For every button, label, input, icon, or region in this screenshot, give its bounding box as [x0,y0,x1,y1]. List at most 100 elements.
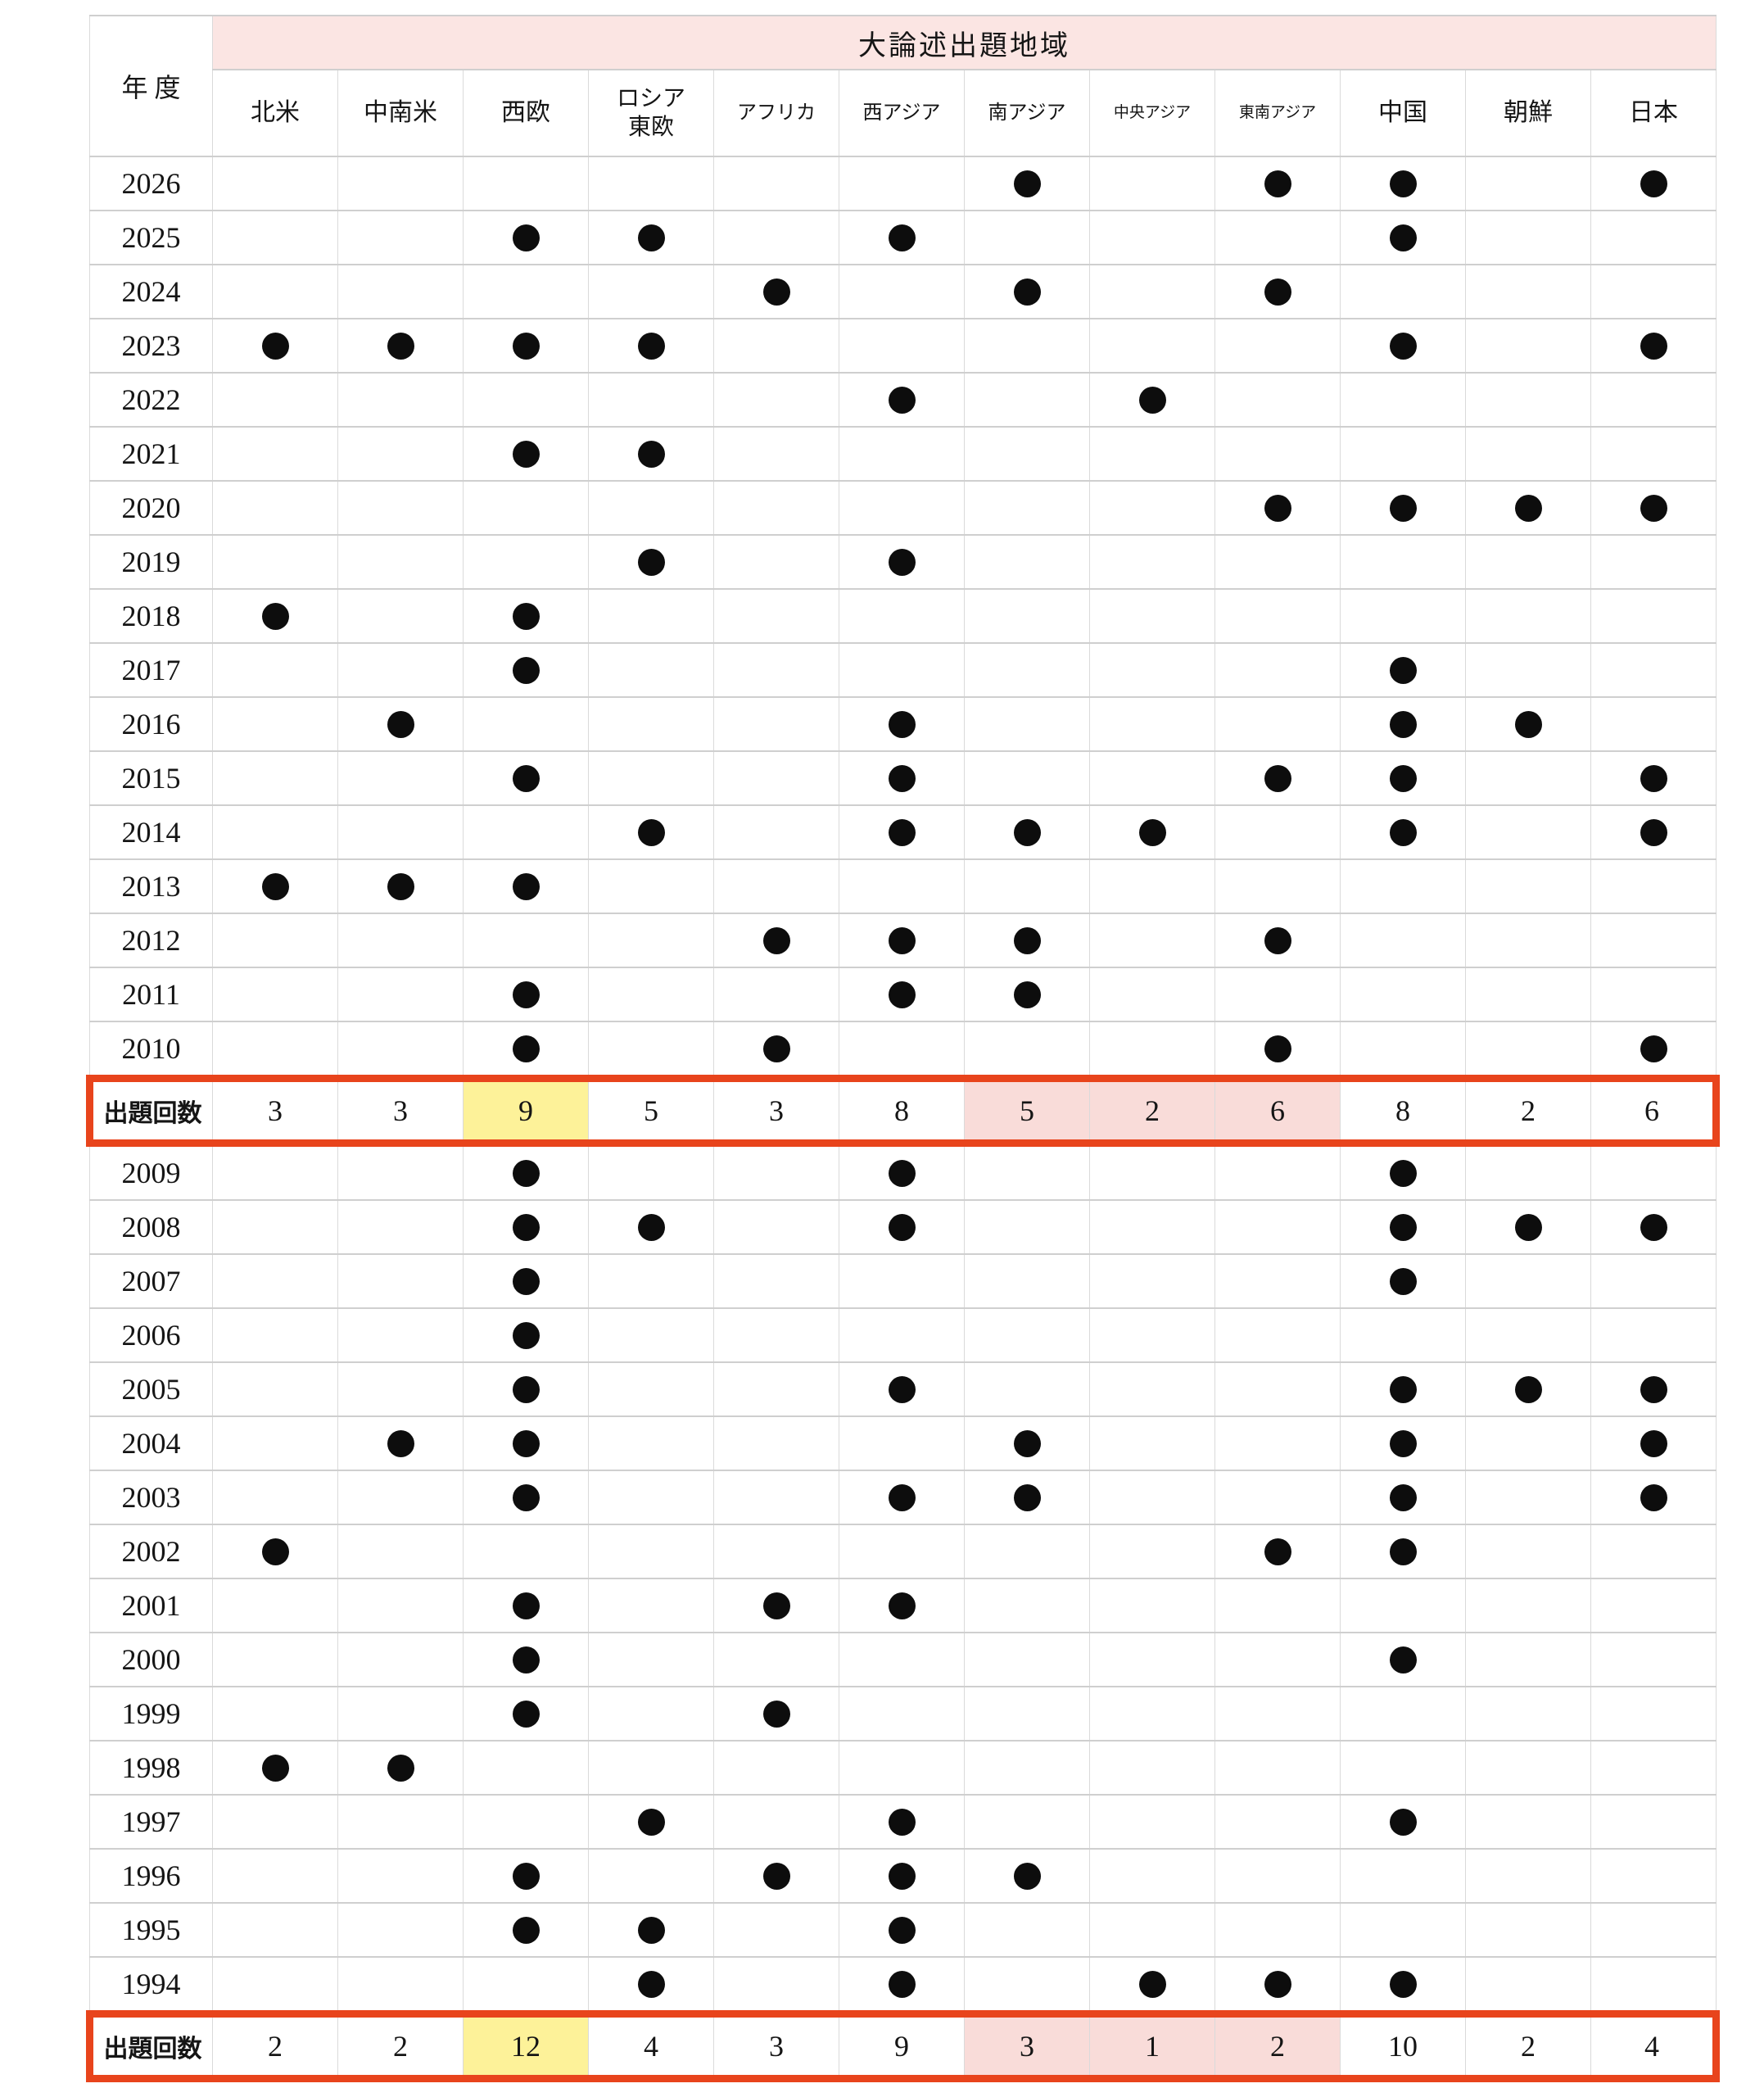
empty-cell [1590,1578,1717,1633]
summary-count: 9 [839,2010,965,2082]
dot-cell [1214,480,1341,536]
title-row: 年 度 大論述出題地域 [89,15,1717,157]
empty-cell [839,858,965,914]
dot-marker [1264,1970,1291,1998]
empty-cell [1089,1142,1215,1201]
year-label: 2000 [89,1632,213,1687]
summary-count: 8 [839,1075,965,1147]
dot-marker [762,1035,790,1062]
empty-cell [1214,1578,1341,1633]
exam-region-table: 年 度 大論述出題地域 北米 中南米 西欧 ロシア 東欧 アフリカ 西アジア 南アジア 中央アジ… [86,15,1720,2082]
dot-marker [1514,1213,1542,1241]
empty-cell [588,1142,714,1201]
dot-marker [1138,818,1166,846]
summary-count: 2 [1465,2010,1591,2082]
dot-cell [588,804,714,860]
dot-cell [964,156,1090,211]
dot-cell [463,1578,589,1633]
dot-marker [1640,1483,1667,1511]
dot-marker [1264,764,1291,792]
year-row: 2025 [89,210,1717,265]
summary-label: 出題回数 [86,1075,213,1147]
dot-marker [261,872,289,900]
empty-cell [1590,588,1717,644]
empty-cell [1465,156,1591,211]
empty-cell [1214,1142,1341,1201]
empty-cell [1214,1361,1341,1417]
dot-marker [888,1483,916,1511]
empty-cell [964,534,1090,590]
summary-count: 3 [713,1075,839,1147]
dot-marker [1013,1429,1041,1457]
empty-cell [212,1199,338,1255]
empty-cell [964,1956,1090,2015]
dot-marker [1514,494,1542,522]
empty-cell [1340,1740,1466,1796]
empty-cell [1214,1632,1341,1687]
dot-marker [888,1375,916,1403]
empty-cell [964,1740,1090,1796]
empty-cell [1590,1794,1717,1850]
empty-cell [337,1142,464,1201]
dot-cell [839,696,965,752]
dot-cell [588,210,714,265]
dot-cell [839,1361,965,1417]
dot-cell [839,372,965,428]
year-label: 2010 [89,1021,213,1080]
empty-cell [1465,1253,1591,1309]
dot-marker [637,332,665,360]
year-row: 1998 [89,1740,1717,1796]
dot-cell [713,1021,839,1080]
empty-cell [1089,156,1215,211]
year-row: 2016 [89,696,1717,752]
dot-cell [1214,750,1341,806]
empty-cell [212,480,338,536]
dot-marker [1138,1970,1166,1998]
year-row: 2026 [89,156,1717,211]
dot-marker [512,1267,540,1295]
empty-cell [1214,1794,1341,1850]
year-label: 2026 [89,156,213,211]
region-header: アフリカ [713,69,839,157]
dot-marker [1640,494,1667,522]
empty-cell [1089,642,1215,698]
empty-cell [1089,913,1215,968]
empty-cell [839,1253,965,1309]
dot-marker [888,1159,916,1187]
year-row: 2018 [89,588,1717,644]
empty-cell [1214,804,1341,860]
year-label: 2014 [89,804,213,860]
empty-cell [212,156,338,211]
empty-cell [337,750,464,806]
dot-cell [1340,1794,1466,1850]
empty-cell [1465,913,1591,968]
empty-cell [1465,588,1591,644]
dot-cell [964,1470,1090,1525]
year-row: 2012 [89,913,1717,968]
dot-marker [1013,926,1041,954]
dot-marker [512,1862,540,1890]
dot-marker [387,872,414,900]
empty-cell [1214,318,1341,374]
year-row: 2023 [89,318,1717,374]
empty-cell [713,1142,839,1201]
empty-cell [1214,1848,1341,1904]
empty-cell [588,1848,714,1904]
dot-marker [387,1754,414,1782]
dot-marker [512,1213,540,1241]
empty-cell [588,642,714,698]
empty-cell [337,1021,464,1080]
dot-marker [888,1862,916,1890]
summary-count: 6 [1590,1075,1720,1147]
empty-cell [337,264,464,319]
empty-cell [212,1578,338,1633]
empty-cell [588,1578,714,1633]
empty-cell [212,750,338,806]
empty-cell [1214,1415,1341,1471]
table-body: 2026 2025 2024 2023 2022 2021 2020 2019 2018 2017… [86,156,1720,2082]
dot-cell [463,318,589,374]
year-label: 2020 [89,480,213,536]
dot-marker [1640,1429,1667,1457]
empty-cell [1465,1307,1591,1363]
empty-cell [713,1199,839,1255]
